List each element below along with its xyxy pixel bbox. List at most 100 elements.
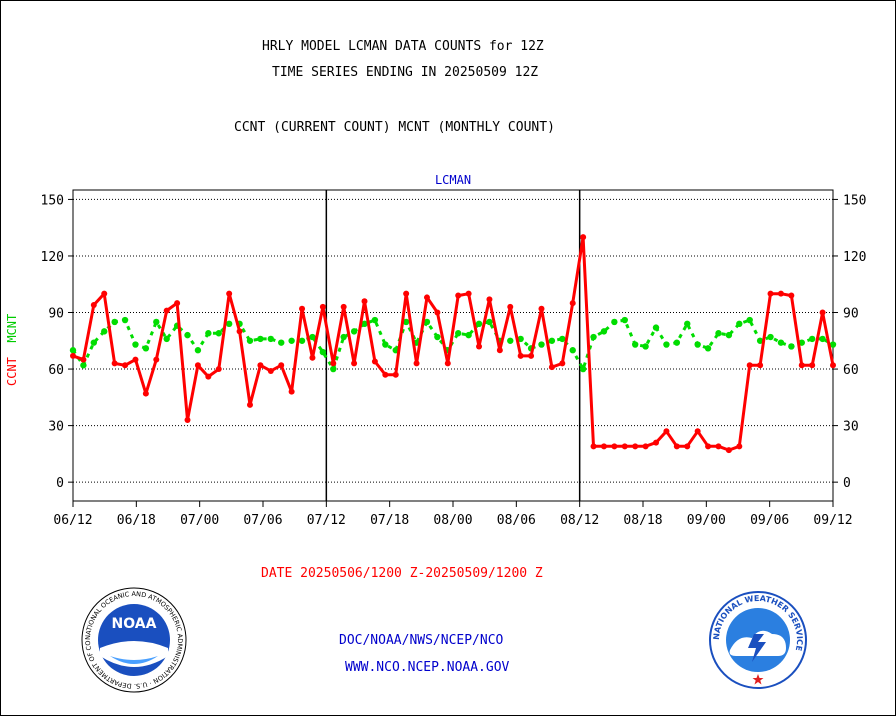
data-point-mcnt [215,330,222,337]
x-tick-label: 09/00 [687,513,726,528]
data-point-ccnt [267,367,274,374]
data-point-mcnt [507,337,514,344]
y-tick-label-right: 120 [843,250,866,265]
x-tick-label: 07/12 [307,513,346,528]
data-point-ccnt [600,443,607,450]
data-point-ccnt [830,362,836,369]
plot-frame [72,189,834,502]
data-point-mcnt [257,335,264,343]
data-point-ccnt [798,362,805,369]
data-point-ccnt [548,364,555,371]
data-point-mcnt [309,333,316,341]
x-tick-label: 06/18 [117,513,156,528]
data-point-mcnt [267,335,275,343]
data-point-mcnt [517,335,524,343]
y-label-ccnt: CCNT [5,357,19,386]
data-point-ccnt [174,300,181,307]
data-point-ccnt [309,354,316,361]
y-tick-label-right: 150 [843,193,866,208]
y-tick-label-left: 150 [41,193,64,208]
data-point-ccnt [205,373,212,380]
data-point-mcnt [486,318,493,326]
x-tick-label: 07/00 [180,513,219,528]
data-point-ccnt [684,443,691,450]
x-tick-label: 07/06 [243,513,282,528]
data-point-mcnt [371,316,379,324]
data-point-mcnt [184,331,191,339]
data-point-mcnt [340,333,347,341]
data-point-ccnt [580,234,587,241]
x-tick-label: 08/00 [433,513,472,528]
data-point-ccnt [101,290,108,297]
data-point-ccnt [246,401,253,408]
data-point-ccnt [403,290,410,297]
data-point-mcnt [455,330,462,337]
data-point-mcnt [694,341,701,348]
data-point-mcnt [434,333,441,341]
data-point-mcnt [475,320,483,328]
data-point-mcnt [569,347,576,354]
data-point-mcnt [153,318,160,326]
y-tick-label-right: 30 [843,420,859,435]
data-point-ccnt [590,443,597,450]
data-point-ccnt [746,362,753,369]
data-point-ccnt [194,362,201,369]
data-point-ccnt [496,347,503,354]
data-point-ccnt [413,360,420,367]
nws-logo: NATIONAL WEATHER SERVICE [709,591,807,689]
data-point-ccnt [705,443,712,450]
y-tick-label-left: 120 [41,250,64,265]
data-point-mcnt [246,337,254,344]
data-point-mcnt [819,335,826,343]
data-point-mcnt [590,333,597,341]
y-tick-label-left: 30 [48,420,64,435]
data-point-mcnt [777,339,785,346]
data-point-mcnt [600,328,608,335]
data-point-ccnt [725,447,732,454]
data-point-mcnt [611,318,618,326]
data-point-mcnt [90,339,98,346]
date-range: DATE 20250506/1200 Z-20250509/1200 Z [261,566,543,581]
data-point-ccnt [642,443,649,450]
org-path-link[interactable]: DOC/NOAA/NWS/NCEP/NCO [339,633,504,648]
data-point-mcnt [652,324,660,331]
y-tick-label-right: 0 [843,476,851,491]
data-point-ccnt [621,443,628,450]
data-point-mcnt [350,328,358,335]
data-point-ccnt [111,360,118,367]
data-point-mcnt [736,320,743,328]
data-point-ccnt [715,443,722,450]
data-point-mcnt [538,341,545,348]
data-point-ccnt [434,309,441,316]
data-point-mcnt [704,345,712,352]
data-point-ccnt [538,305,545,312]
data-point-mcnt [423,318,431,326]
data-point-ccnt [371,358,378,365]
data-point-mcnt [642,343,649,350]
y-axis-label: CCNT MCNT [5,314,19,386]
data-point-mcnt [715,330,722,337]
data-point-mcnt [163,335,170,343]
data-point-mcnt [684,320,691,328]
data-point-ccnt [767,290,774,297]
data-point-mcnt [382,341,389,348]
data-point-ccnt [351,360,358,367]
data-point-ccnt [444,360,451,367]
website-link[interactable]: WWW.NCO.NCEP.NOAA.GOV [345,660,510,675]
data-point-ccnt [340,303,347,310]
data-point-ccnt [288,388,295,395]
data-point-mcnt [330,365,337,373]
data-point-mcnt [132,341,139,348]
data-point-ccnt [736,443,743,450]
data-point-ccnt [528,352,535,359]
data-point-ccnt [319,303,326,310]
data-point-ccnt [486,296,493,303]
x-tick-label: 08/12 [560,513,599,528]
data-point-ccnt [455,292,462,299]
data-point-ccnt [673,443,680,450]
chart-title-line1: HRLY MODEL LCMAN DATA COUNTS for 12Z [262,39,544,54]
x-tick-label: 08/06 [497,513,536,528]
data-point-ccnt [517,352,524,359]
data-point-ccnt [299,305,306,312]
